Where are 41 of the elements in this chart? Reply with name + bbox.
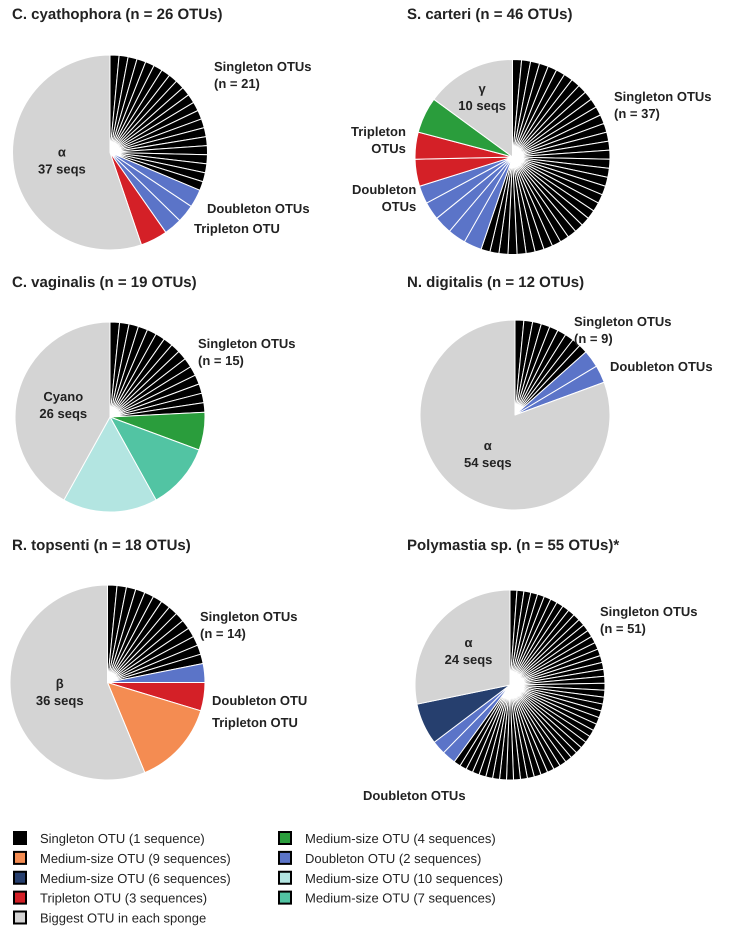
legend-label: Medium-size OTU (6 sequences)	[40, 870, 231, 886]
chart-title: N. digitalis (n = 12 OTUs)	[407, 274, 584, 291]
slice-label: Cyano	[43, 388, 84, 404]
data-label: 54 seqs	[464, 454, 512, 470]
legend-label: Medium-size OTU (7 sequences)	[305, 890, 496, 906]
text: Tripleton OTU	[212, 715, 298, 730]
data-label: 36 seqs	[36, 692, 84, 708]
legend-label: Singleton OTU (1 sequence)	[40, 831, 205, 846]
text: Doubleton OTU	[212, 693, 308, 708]
text: Singleton OTUs (n = 15)	[198, 336, 296, 368]
text: Tripleton OTU	[194, 221, 280, 236]
legend-label: Biggest OTU in each sponge	[40, 910, 206, 926]
text: Doubleton OTUs	[207, 201, 310, 216]
text: Singleton OTUs (n = 37)	[614, 89, 712, 121]
chart-title: S. carteri (n = 46 OTUs)	[407, 6, 572, 23]
legend-label: Tripleton OTU (3 sequences)	[40, 890, 208, 906]
data-label: 24 seqs	[444, 652, 492, 668]
legend-label: Doubleton OTU (2 sequences)	[305, 850, 482, 866]
text: Singleton OTUs (n = 51)	[600, 604, 698, 636]
slice-label: α	[484, 438, 492, 453]
chart-title: R. topsenti (n = 18 OTUs)	[12, 537, 191, 554]
data-label: 10 seqs	[458, 98, 506, 114]
text: Singleton OTUs (n = 14)	[200, 609, 298, 641]
legend-label: Medium-size OTU (10 sequences)	[305, 870, 503, 886]
text: Singleton OTUs (n = 21)	[214, 59, 312, 91]
chart-title: C. vaginalis (n = 19 OTUs)	[12, 274, 197, 291]
text: Singleton OTUs (n = 9)	[574, 314, 672, 346]
text: Doubleton OTUs	[610, 359, 713, 374]
legend-label: Medium-size OTU (9 sequences)	[40, 850, 231, 866]
data-label: 26 seqs	[39, 406, 88, 421]
slice-label: β	[56, 676, 64, 692]
text: Tripleton OTUs	[351, 124, 406, 156]
text: Doubleton OTUs	[352, 182, 416, 214]
chart-title: C. cyathophora (n = 26 OTUs)	[12, 6, 222, 23]
chart-title: Polymastia sp. (n = 55 OTUs)*	[407, 537, 620, 554]
slice-label: α	[464, 635, 473, 650]
legend-label: Medium-size OTU (4 sequences)	[305, 831, 496, 846]
slice-label: γ	[478, 81, 487, 96]
text: Doubleton OTUs	[363, 788, 466, 803]
data-label: 37 seqs	[38, 161, 86, 176]
slice-label: α	[58, 144, 66, 160]
